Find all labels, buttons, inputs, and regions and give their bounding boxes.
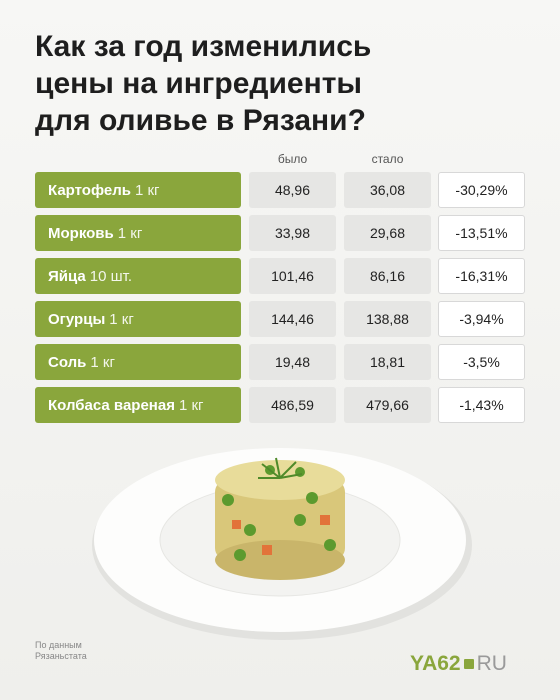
price-change: -13,51% bbox=[438, 215, 525, 251]
price-after: 29,68 bbox=[344, 215, 431, 251]
ingredient-cell: Колбаса вареная 1 кг bbox=[35, 387, 241, 423]
source-line: По данным bbox=[35, 640, 82, 650]
ingredient-cell: Яйца 10 шт. bbox=[35, 258, 241, 294]
price-before: 19,48 bbox=[249, 344, 336, 380]
price-before: 101,46 bbox=[249, 258, 336, 294]
price-before: 144,46 bbox=[249, 301, 336, 337]
logo-main: YA62 bbox=[410, 652, 461, 675]
ingredient-name: Яйца bbox=[48, 267, 86, 285]
price-change: -3,5% bbox=[438, 344, 525, 380]
table-row: Картофель 1 кг 48,96 36,08 -30,29% bbox=[35, 172, 525, 208]
price-change: -1,43% bbox=[438, 387, 525, 423]
ingredient-name: Огурцы bbox=[48, 310, 106, 328]
price-before: 33,98 bbox=[249, 215, 336, 251]
table-row: Яйца 10 шт. 101,46 86,16 -16,31% bbox=[35, 258, 525, 294]
table-row: Морковь 1 кг 33,98 29,68 -13,51% bbox=[35, 215, 525, 251]
ingredient-unit: 1 кг bbox=[117, 224, 143, 242]
ingredient-unit: 1 кг bbox=[134, 181, 160, 199]
price-change: -16,31% bbox=[438, 258, 525, 294]
title-line: для оливье в Рязани? bbox=[35, 104, 366, 137]
title-line: Как за год изменились bbox=[35, 30, 372, 63]
ingredient-unit: 10 шт. bbox=[89, 267, 133, 285]
logo-suffix: RU bbox=[476, 652, 507, 675]
table-row: Огурцы 1 кг 144,46 138,88 -3,94% bbox=[35, 301, 525, 337]
price-after: 138,88 bbox=[344, 301, 431, 337]
price-after: 36,08 bbox=[344, 172, 431, 208]
title: Как за год изменились цены на ингредиент… bbox=[35, 28, 535, 139]
price-change: -3,94% bbox=[438, 301, 525, 337]
ingredient-name: Картофель bbox=[48, 181, 131, 199]
column-header: стало bbox=[371, 152, 404, 166]
source-note: По данным Рязаньстата bbox=[35, 640, 87, 662]
ingredient-name: Колбаса вареная bbox=[48, 396, 175, 414]
ingredient-unit: 1 кг bbox=[90, 353, 115, 371]
ingredient-cell: Картофель 1 кг bbox=[35, 172, 241, 208]
price-after: 86,16 bbox=[344, 258, 431, 294]
ingredient-unit: 1 кг bbox=[178, 396, 204, 414]
price-before: 486,59 bbox=[249, 387, 336, 423]
ingredient-cell: Морковь 1 кг bbox=[35, 215, 241, 251]
ingredient-name: Соль bbox=[48, 353, 87, 371]
title-line: цены на ингредиенты bbox=[35, 67, 363, 100]
logo-icon bbox=[463, 659, 474, 669]
table-row: Колбаса вареная 1 кг 486,59 479,66 -1,43% bbox=[35, 387, 525, 423]
price-before: 48,96 bbox=[249, 172, 336, 208]
table-row: Соль 1 кг 19,48 18,81 -3,5% bbox=[35, 344, 525, 380]
logo[interactable]: YA62 RU bbox=[410, 652, 507, 676]
price-change: -30,29% bbox=[438, 172, 525, 208]
column-header: было bbox=[277, 152, 308, 166]
ingredient-name: Морковь bbox=[48, 224, 114, 242]
ingredient-cell: Соль 1 кг bbox=[35, 344, 241, 380]
ingredient-cell: Огурцы 1 кг bbox=[35, 301, 241, 337]
price-after: 479,66 bbox=[344, 387, 431, 423]
price-after: 18,81 bbox=[344, 344, 431, 380]
source-line: Рязаньстата bbox=[35, 651, 87, 661]
ingredient-unit: 1 кг bbox=[109, 310, 134, 328]
